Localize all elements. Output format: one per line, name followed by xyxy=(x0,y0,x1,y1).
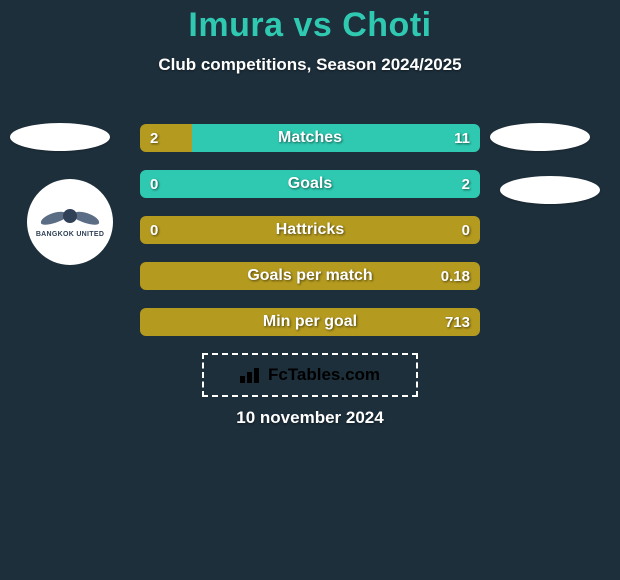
subtitle: Club competitions, Season 2024/2025 xyxy=(0,55,620,75)
stat-bar-player1 xyxy=(140,216,480,244)
player2-club-placeholder xyxy=(500,176,600,204)
player2-name: Choti xyxy=(342,6,431,44)
player1-club-badge: BANGKOK UNITED xyxy=(27,179,113,265)
club-badge-text: BANGKOK UNITED xyxy=(36,231,104,238)
date-text: 10 november 2024 xyxy=(0,408,620,428)
stat-bars: Matches211 Goals02 Hattricks00 Goals per ma… xyxy=(140,124,480,354)
stat-row: Goals per match0.18 xyxy=(140,262,480,290)
player1-country-placeholder xyxy=(10,123,110,151)
stat-bar-player2 xyxy=(140,170,480,198)
page-title: Imura vs Choti xyxy=(0,0,620,45)
stat-bar-player1 xyxy=(140,308,480,336)
player2-country-placeholder xyxy=(490,123,590,151)
stat-row: Min per goal713 xyxy=(140,308,480,336)
club-badge-icon xyxy=(40,207,100,229)
vs-separator: vs xyxy=(293,6,332,44)
stat-row: Hattricks00 xyxy=(140,216,480,244)
stat-row: Goals02 xyxy=(140,170,480,198)
stat-bar-player2 xyxy=(192,124,480,152)
brand-link[interactable]: FcTables.com xyxy=(202,353,418,397)
comparison-infographic: Imura vs Choti Club competitions, Season… xyxy=(0,0,620,580)
player1-name: Imura xyxy=(188,6,283,44)
stat-bar-player1 xyxy=(140,124,192,152)
stat-bar-player1 xyxy=(140,262,480,290)
stat-row: Matches211 xyxy=(140,124,480,152)
brand-bars-icon xyxy=(240,367,262,383)
brand-text: FcTables.com xyxy=(268,365,380,385)
